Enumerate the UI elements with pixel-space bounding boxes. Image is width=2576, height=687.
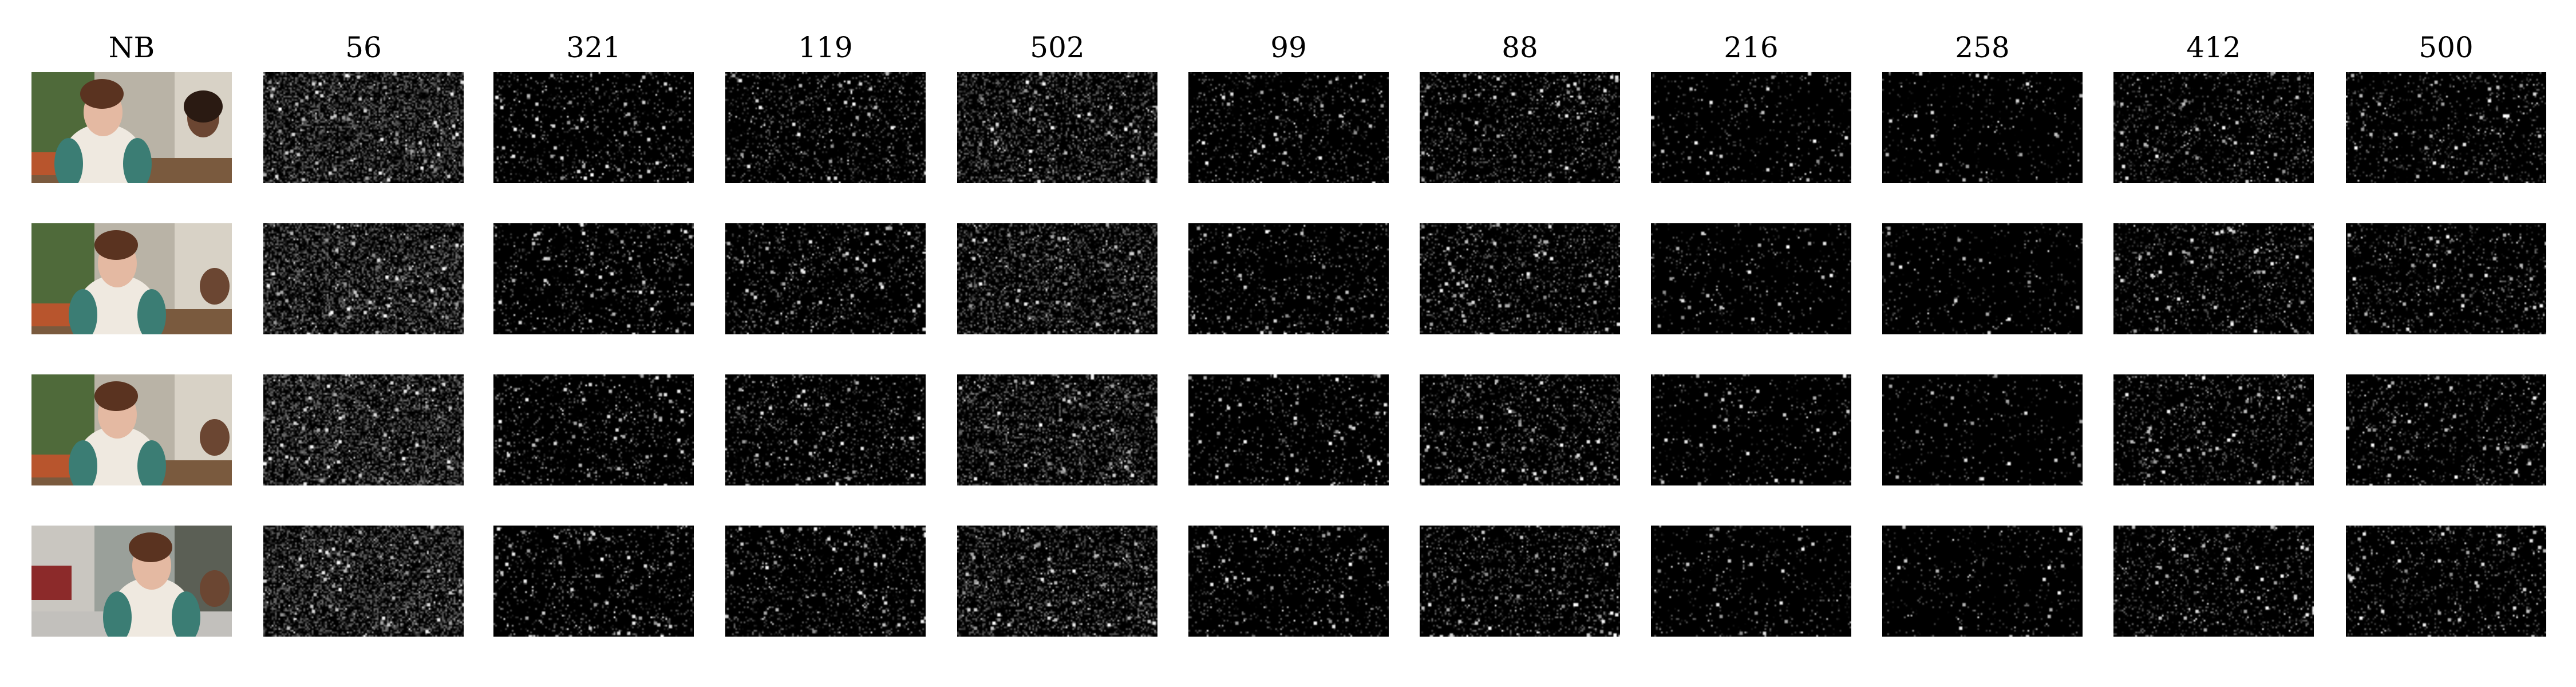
feature-map-119-row-2 <box>725 223 926 334</box>
feature-map-canvas <box>1188 223 1389 334</box>
feature-map-321-row-3 <box>493 374 694 485</box>
column-title-56: 56 <box>345 31 382 64</box>
feature-map-canvas <box>1188 72 1389 183</box>
feature-map-502-row-1 <box>957 72 1157 183</box>
feature-map-canvas <box>493 374 694 485</box>
feature-map-56-row-2 <box>263 223 464 334</box>
feature-map-88-row-1 <box>1420 72 1620 183</box>
feature-map-canvas <box>1651 526 1851 637</box>
feature-map-502-row-2 <box>957 223 1157 334</box>
feature-map-canvas <box>725 72 926 183</box>
feature-map-canvas <box>2346 526 2546 637</box>
feature-map-canvas <box>1420 526 1620 637</box>
feature-map-canvas <box>493 223 694 334</box>
feature-map-56-row-4 <box>263 526 464 637</box>
feature-map-canvas <box>1882 526 2083 637</box>
feature-map-119-row-3 <box>725 374 926 485</box>
feature-map-canvas <box>1420 72 1620 183</box>
feature-map-canvas <box>263 72 464 183</box>
feature-map-216-row-3 <box>1651 374 1851 485</box>
feature-map-412-row-2 <box>2113 223 2314 334</box>
feature-map-56-row-1 <box>263 72 464 183</box>
column-title-216: 216 <box>1724 31 1779 64</box>
feature-map-412-row-3 <box>2113 374 2314 485</box>
feature-map-canvas <box>957 72 1157 183</box>
video-frame-row-3 <box>31 374 232 485</box>
feature-map-canvas <box>1882 223 2083 334</box>
feature-map-canvas <box>1651 374 1851 485</box>
feature-map-canvas <box>2113 526 2314 637</box>
column-title-nb: NB <box>108 31 155 64</box>
feature-map-99-row-4 <box>1188 526 1389 637</box>
feature-map-canvas <box>2113 374 2314 485</box>
feature-map-500-row-2 <box>2346 223 2546 334</box>
feature-map-56-row-3 <box>263 374 464 485</box>
feature-map-canvas <box>2113 72 2314 183</box>
feature-map-500-row-1 <box>2346 72 2546 183</box>
feature-map-321-row-2 <box>493 223 694 334</box>
feature-map-88-row-2 <box>1420 223 1620 334</box>
column-title-500: 500 <box>2419 31 2474 64</box>
feature-map-canvas <box>725 223 926 334</box>
feature-map-99-row-3 <box>1188 374 1389 485</box>
column-title-99: 99 <box>1270 31 1307 64</box>
feature-map-502-row-3 <box>957 374 1157 485</box>
feature-map-canvas <box>957 223 1157 334</box>
column-title-88: 88 <box>1502 31 1538 64</box>
feature-map-canvas <box>2346 223 2546 334</box>
video-frame-row-2 <box>31 223 232 334</box>
feature-map-canvas <box>2346 374 2546 485</box>
feature-map-99-row-1 <box>1188 72 1389 183</box>
feature-map-258-row-3 <box>1882 374 2083 485</box>
feature-map-216-row-2 <box>1651 223 1851 334</box>
feature-map-321-row-1 <box>493 72 694 183</box>
column-title-412: 412 <box>2186 31 2241 64</box>
feature-map-canvas <box>1188 374 1389 485</box>
feature-map-216-row-4 <box>1651 526 1851 637</box>
feature-map-canvas <box>1420 223 1620 334</box>
feature-map-88-row-3 <box>1420 374 1620 485</box>
feature-map-canvas <box>1882 72 2083 183</box>
feature-map-canvas <box>957 374 1157 485</box>
feature-map-321-row-4 <box>493 526 694 637</box>
feature-map-119-row-1 <box>725 72 926 183</box>
column-title-502: 502 <box>1030 31 1085 64</box>
video-frame-row-4 <box>31 526 232 637</box>
feature-map-412-row-4 <box>2113 526 2314 637</box>
feature-map-99-row-2 <box>1188 223 1389 334</box>
feature-map-500-row-4 <box>2346 526 2546 637</box>
feature-map-canvas <box>1188 526 1389 637</box>
video-frame-row-1 <box>31 72 232 183</box>
column-title-321: 321 <box>566 31 621 64</box>
feature-map-500-row-3 <box>2346 374 2546 485</box>
column-title-258: 258 <box>1955 31 2010 64</box>
feature-map-canvas <box>493 526 694 637</box>
feature-map-216-row-1 <box>1651 72 1851 183</box>
feature-map-88-row-4 <box>1420 526 1620 637</box>
feature-map-258-row-2 <box>1882 223 2083 334</box>
feature-map-canvas <box>1420 374 1620 485</box>
feature-map-502-row-4 <box>957 526 1157 637</box>
feature-map-canvas <box>1651 223 1851 334</box>
feature-map-canvas <box>263 374 464 485</box>
feature-map-119-row-4 <box>725 526 926 637</box>
feature-map-258-row-4 <box>1882 526 2083 637</box>
feature-map-canvas <box>1882 374 2083 485</box>
feature-map-258-row-1 <box>1882 72 2083 183</box>
feature-map-canvas <box>263 223 464 334</box>
feature-map-canvas <box>2113 223 2314 334</box>
feature-map-canvas <box>725 526 926 637</box>
feature-map-canvas <box>493 72 694 183</box>
feature-map-canvas <box>1651 72 1851 183</box>
feature-map-canvas <box>957 526 1157 637</box>
feature-map-412-row-1 <box>2113 72 2314 183</box>
column-title-119: 119 <box>798 31 853 64</box>
feature-map-canvas <box>263 526 464 637</box>
feature-map-canvas <box>725 374 926 485</box>
feature-map-canvas <box>2346 72 2546 183</box>
